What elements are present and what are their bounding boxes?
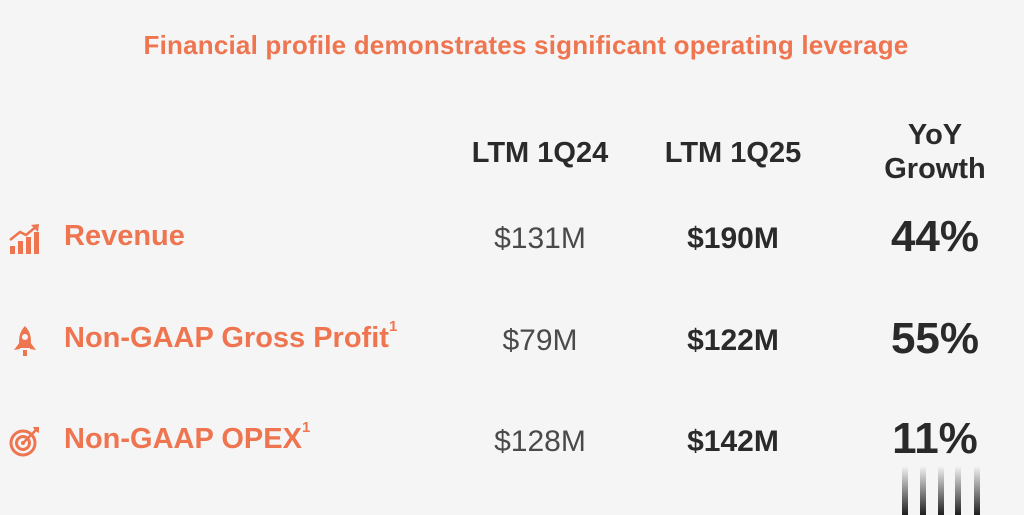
- gross-profit-yoy-growth: 55%: [890, 314, 980, 363]
- column-header-growth: Growth: [884, 153, 986, 185]
- row-label-revenue: Revenue: [64, 220, 185, 252]
- footnote-marker: 1: [388, 318, 398, 335]
- column-header-ltm-1q25: LTM 1Q25: [664, 137, 802, 169]
- decorative-bars: [902, 466, 980, 515]
- revenue-ltm-1q25: $190M: [687, 222, 779, 255]
- row-label-non-gaap-gross-profit: Non-GAAP Gross Profit1: [64, 318, 398, 354]
- revenue-yoy-growth: 44%: [890, 212, 980, 261]
- target-icon: [9, 427, 39, 457]
- opex-ltm-1q25: $142M: [687, 425, 779, 458]
- row-label-non-gaap-opex: Non-GAAP OPEX1: [64, 419, 311, 455]
- footnote-marker: 1: [301, 419, 311, 436]
- revenue-ltm-1q24: $131M: [494, 222, 586, 255]
- column-header-ltm-1q24: LTM 1Q24: [471, 137, 609, 169]
- rocket-icon: [14, 326, 36, 356]
- opex-yoy-growth: 11%: [892, 414, 978, 463]
- gross-profit-ltm-1q25: $122M: [687, 324, 779, 357]
- column-header-yoy-growth: YoY Growth: [860, 118, 1010, 186]
- column-header-yoy: YoY: [907, 119, 963, 151]
- gross-profit-ltm-1q24: $79M: [502, 324, 578, 357]
- page-title: Financial profile demonstrates significa…: [143, 30, 909, 60]
- chart-growth-icon: [9, 224, 39, 254]
- opex-ltm-1q24: $128M: [494, 425, 586, 458]
